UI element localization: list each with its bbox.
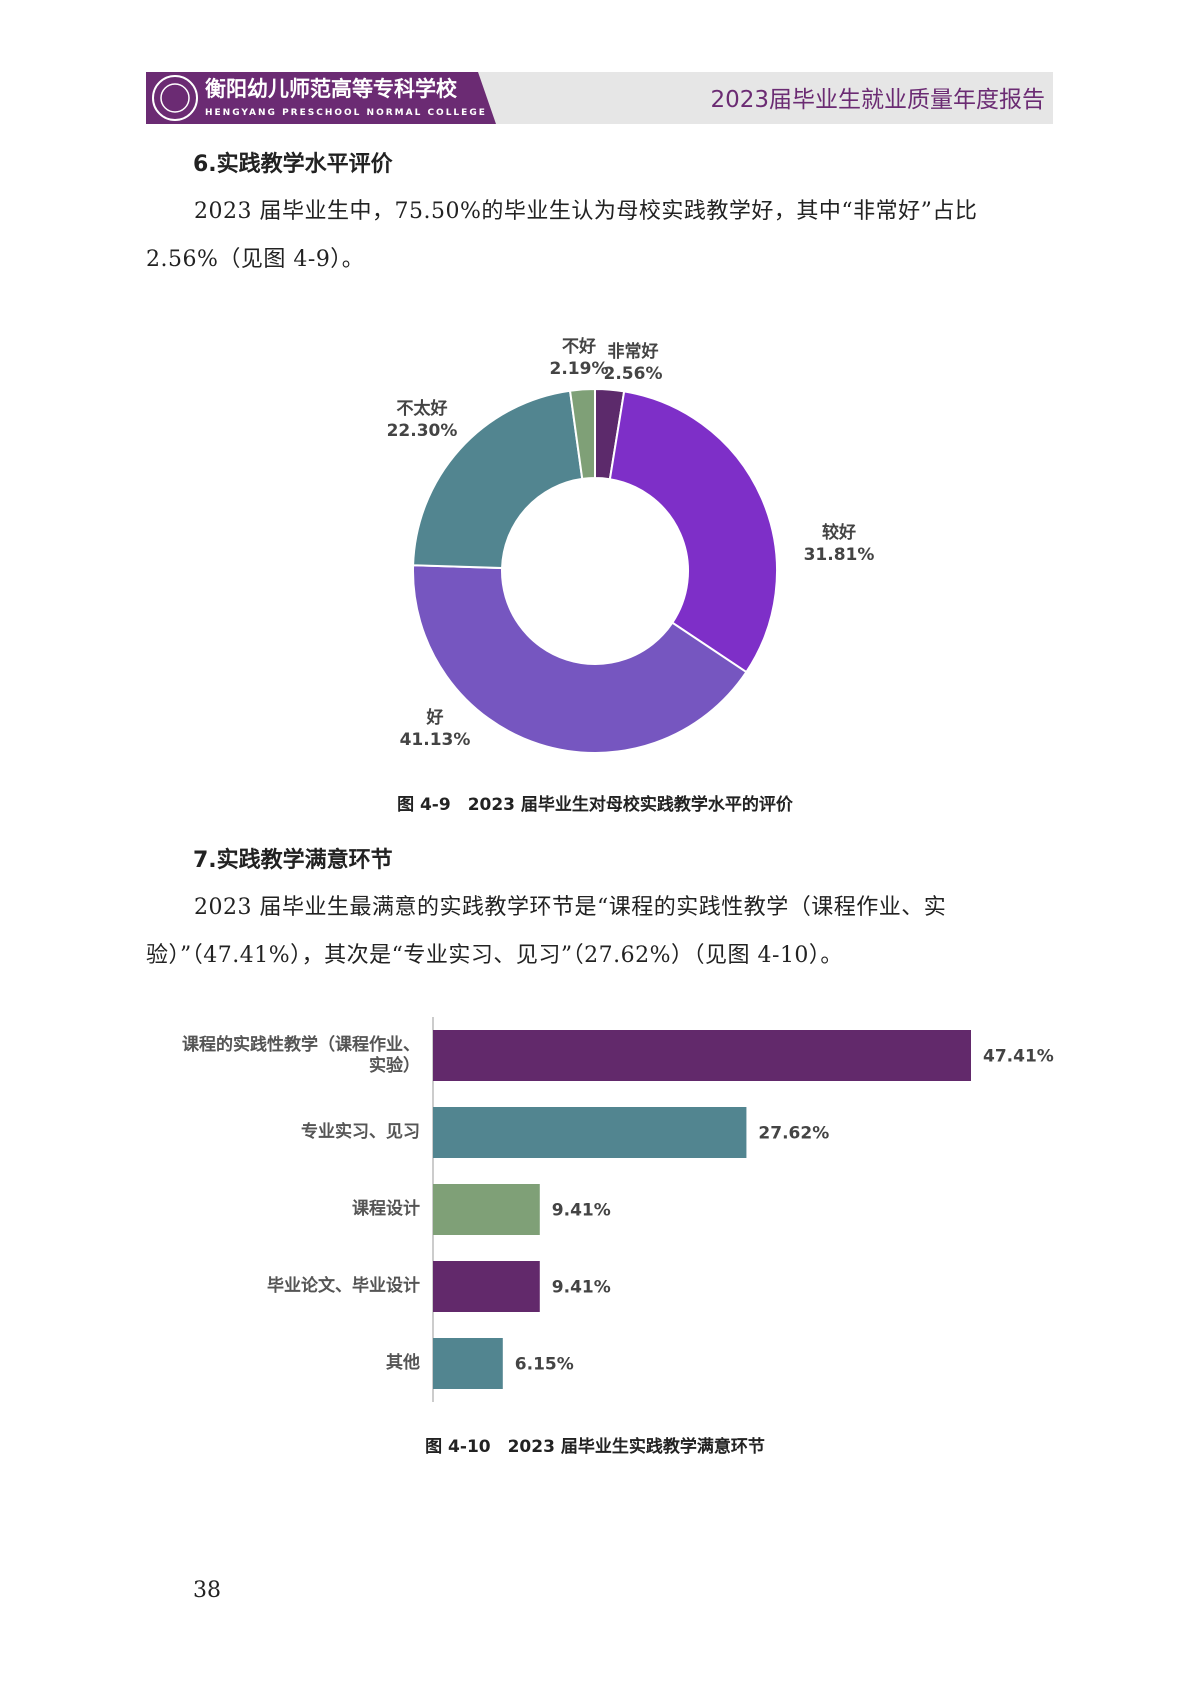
bar-value-label: 6.15%: [515, 1355, 574, 1375]
bar: [433, 1030, 971, 1081]
category-label: 其他: [386, 1353, 420, 1373]
donut-slice: [412, 389, 584, 570]
bar-value-label: 27.62%: [758, 1124, 829, 1144]
bar: [433, 1184, 540, 1235]
bar: [433, 1261, 540, 1312]
slice-label: 不太好: [397, 398, 448, 419]
header-logo-band: [146, 72, 496, 124]
bar-value-label: 9.41%: [552, 1201, 611, 1221]
slice-value-label: 2.19%: [550, 359, 609, 379]
logo: [152, 75, 198, 121]
section-heading: 6.实践教学水平评价: [193, 152, 393, 177]
slice-value-label: 31.81%: [804, 545, 875, 565]
category-label: 课程设计: [352, 1199, 420, 1219]
slice-label: 不好: [562, 336, 596, 357]
logo-inner: [160, 83, 190, 113]
paragraph: 2023 届毕业生中，75.50%的毕业生认为母校实践教学好，其中“非常好”占比…: [146, 199, 978, 272]
slice-value-label: 2.56%: [604, 364, 663, 384]
bar-svg: 47.41% 27.62% 9.41% 9.41% 6.15%: [432, 1017, 1054, 1402]
report-title: 2023届毕业生就业质量年度报告: [710, 87, 1045, 113]
bar-chart: 47.41% 27.62% 9.41% 9.41% 6.15% 课程的实践性教学（课程作…: [0, 1010, 1190, 1410]
bar: [433, 1107, 747, 1158]
donut-slice: [608, 390, 778, 674]
paragraph: 2023 届毕业生最满意的实践教学环节是“课程的实践性教学（课程作业、实验）”（…: [146, 895, 947, 968]
page-number: 38: [193, 1578, 221, 1603]
header-band: 衡阳幼儿师范高等专科学校 HENGYANG PRESCHOOL NORMAL C…: [146, 72, 1053, 124]
slice-value-label: 22.30%: [387, 421, 458, 441]
school-name: 衡阳幼儿师范高等专科学校: [205, 76, 458, 101]
category-label: 专业实习、见习: [301, 1122, 420, 1142]
category-label: 毕业论文、毕业设计: [267, 1276, 420, 1296]
section-heading: 7.实践教学满意环节: [193, 848, 393, 873]
school-name-en: HENGYANG PRESCHOOL NORMAL COLLEGE: [205, 108, 487, 118]
figure-caption: 图 4-9 2023 届毕业生对母校实践教学水平的评价: [397, 795, 793, 815]
slice-value-label: 41.13%: [400, 730, 471, 750]
bar: [433, 1338, 503, 1389]
category-label: 课程的实践性教学（课程作业、实验）: [182, 1034, 420, 1076]
slice-label: 好: [426, 707, 444, 728]
donut-slice: [568, 387, 596, 481]
figure-caption: 图 4-10 2023 届毕业生实践教学满意环节: [425, 1437, 765, 1457]
bar-value-label: 47.41%: [983, 1047, 1054, 1067]
slice-label: 非常好: [608, 341, 659, 362]
slice-label: 较好: [822, 522, 856, 543]
bar-value-label: 9.41%: [552, 1278, 611, 1298]
donut-slice: [412, 564, 748, 754]
